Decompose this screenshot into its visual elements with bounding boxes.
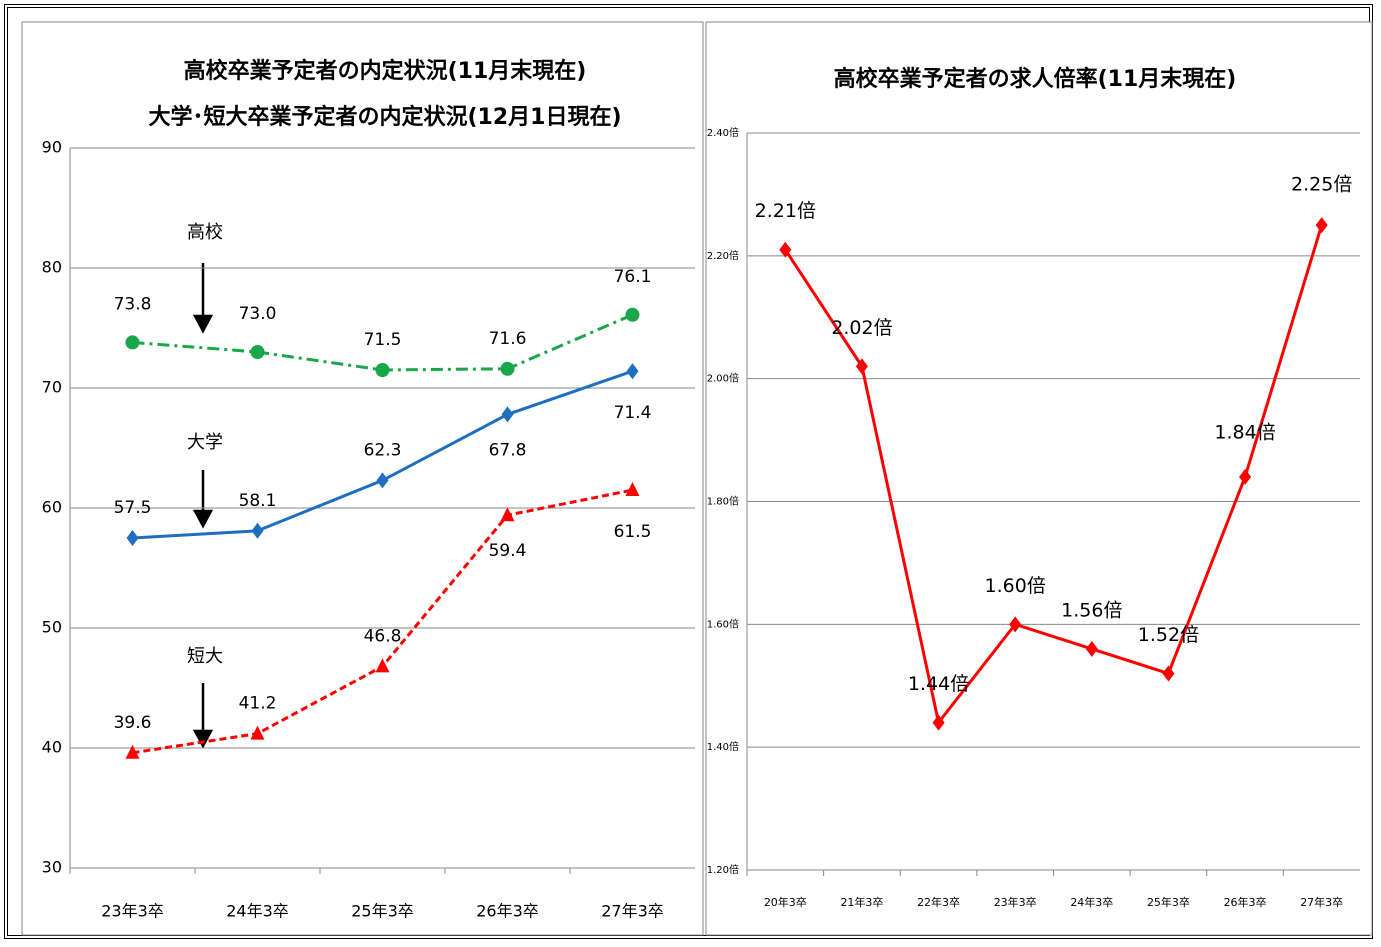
- marker: [375, 658, 390, 673]
- data-label: 1.44倍: [908, 673, 969, 695]
- x-tick-label: 27年3卒: [601, 902, 664, 921]
- marker: [1162, 665, 1175, 682]
- data-label: 71.5: [364, 330, 402, 350]
- marker: [1239, 468, 1252, 485]
- x-tick-label: 20年3卒: [764, 895, 807, 909]
- x-tick-label: 24年3卒: [226, 902, 289, 921]
- x-tick-label: 24年3卒: [1070, 895, 1113, 909]
- data-label: 46.8: [364, 626, 402, 646]
- data-label: 1.56倍: [1061, 599, 1122, 621]
- y-tick-label: 2.40倍: [707, 126, 739, 139]
- marker: [375, 363, 390, 377]
- x-tick-label: 23年3卒: [101, 902, 164, 921]
- marker: [1085, 640, 1098, 657]
- marker: [250, 345, 265, 359]
- marker: [932, 714, 945, 731]
- y-tick-label: 50: [42, 618, 62, 637]
- data-label: 1.60倍: [985, 575, 1046, 597]
- data-label: 2.21倍: [755, 200, 816, 222]
- data-label: 76.1: [614, 267, 652, 287]
- marker: [1315, 217, 1328, 234]
- y-tick-label: 2.00倍: [707, 372, 739, 385]
- marker: [250, 725, 265, 740]
- data-label: 1.52倍: [1138, 624, 1199, 646]
- data-label: 73.0: [239, 304, 277, 324]
- x-tick-label: 25年3卒: [351, 902, 414, 921]
- x-tick-label: 25年3卒: [1147, 895, 1190, 909]
- marker: [251, 522, 264, 539]
- marker: [125, 744, 140, 759]
- marker: [501, 406, 514, 423]
- panel-left: [21, 21, 704, 936]
- marker: [126, 530, 139, 546]
- y-tick-label: 2.20倍: [707, 249, 739, 262]
- marker: [1009, 616, 1022, 633]
- x-tick-label: 21年3卒: [840, 895, 883, 909]
- marker: [779, 241, 792, 258]
- data-label: 59.4: [489, 541, 527, 561]
- y-tick-label: 1.60倍: [707, 617, 739, 630]
- series-annotation: 短大: [187, 646, 223, 667]
- y-tick-label: 30: [42, 858, 62, 877]
- marker: [625, 307, 640, 322]
- y-tick-label: 90: [42, 138, 62, 157]
- data-label: 57.5: [114, 498, 152, 518]
- series-line: [784, 224, 1324, 727]
- y-tick-label: 70: [42, 378, 62, 397]
- data-label: 58.1: [239, 491, 277, 511]
- data-label: 2.25倍: [1291, 174, 1352, 196]
- data-label: 71.4: [614, 403, 652, 423]
- x-tick-label: 22年3卒: [917, 895, 960, 909]
- data-label: 71.6: [489, 329, 527, 349]
- panel-right: [705, 21, 1373, 936]
- data-label: 2.02倍: [831, 317, 892, 339]
- x-tick-label: 27年3卒: [1300, 895, 1343, 909]
- data-label: 62.3: [364, 440, 402, 460]
- chart-title: 高校卒業予定者の求人倍率(11月末現在): [834, 66, 1237, 92]
- x-tick-label: 23年3卒: [994, 895, 1037, 909]
- marker: [500, 507, 515, 522]
- y-tick-label: 1.20倍: [707, 863, 739, 876]
- data-label: 39.6: [114, 713, 152, 733]
- data-label: 67.8: [489, 440, 527, 460]
- y-tick-label: 1.40倍: [707, 740, 739, 753]
- x-tick-label: 26年3卒: [1224, 895, 1267, 909]
- data-label: 61.5: [614, 522, 652, 542]
- data-label: 73.8: [114, 294, 152, 314]
- chart-subtitle: 大学･短大卒業予定者の内定状況(12月1日現在): [148, 104, 621, 130]
- marker: [500, 361, 515, 376]
- y-tick-label: 40: [42, 738, 62, 757]
- arrows: [192, 263, 214, 749]
- marker: [626, 363, 639, 380]
- y-tick-label: 1.80倍: [707, 495, 739, 508]
- marker: [625, 482, 640, 496]
- series-annotation: 大学: [187, 432, 223, 453]
- series-annotation: 高校: [187, 222, 223, 243]
- chart-title: 高校卒業予定者の内定状況(11月末現在): [184, 58, 587, 84]
- y-tick-label: 60: [42, 498, 62, 517]
- marker: [855, 358, 868, 375]
- data-label: 1.84倍: [1214, 421, 1275, 443]
- marker: [125, 335, 140, 350]
- x-tick-label: 26年3卒: [476, 902, 539, 921]
- data-label: 41.2: [239, 694, 277, 714]
- y-tick-label: 80: [42, 258, 62, 277]
- marker: [376, 472, 389, 489]
